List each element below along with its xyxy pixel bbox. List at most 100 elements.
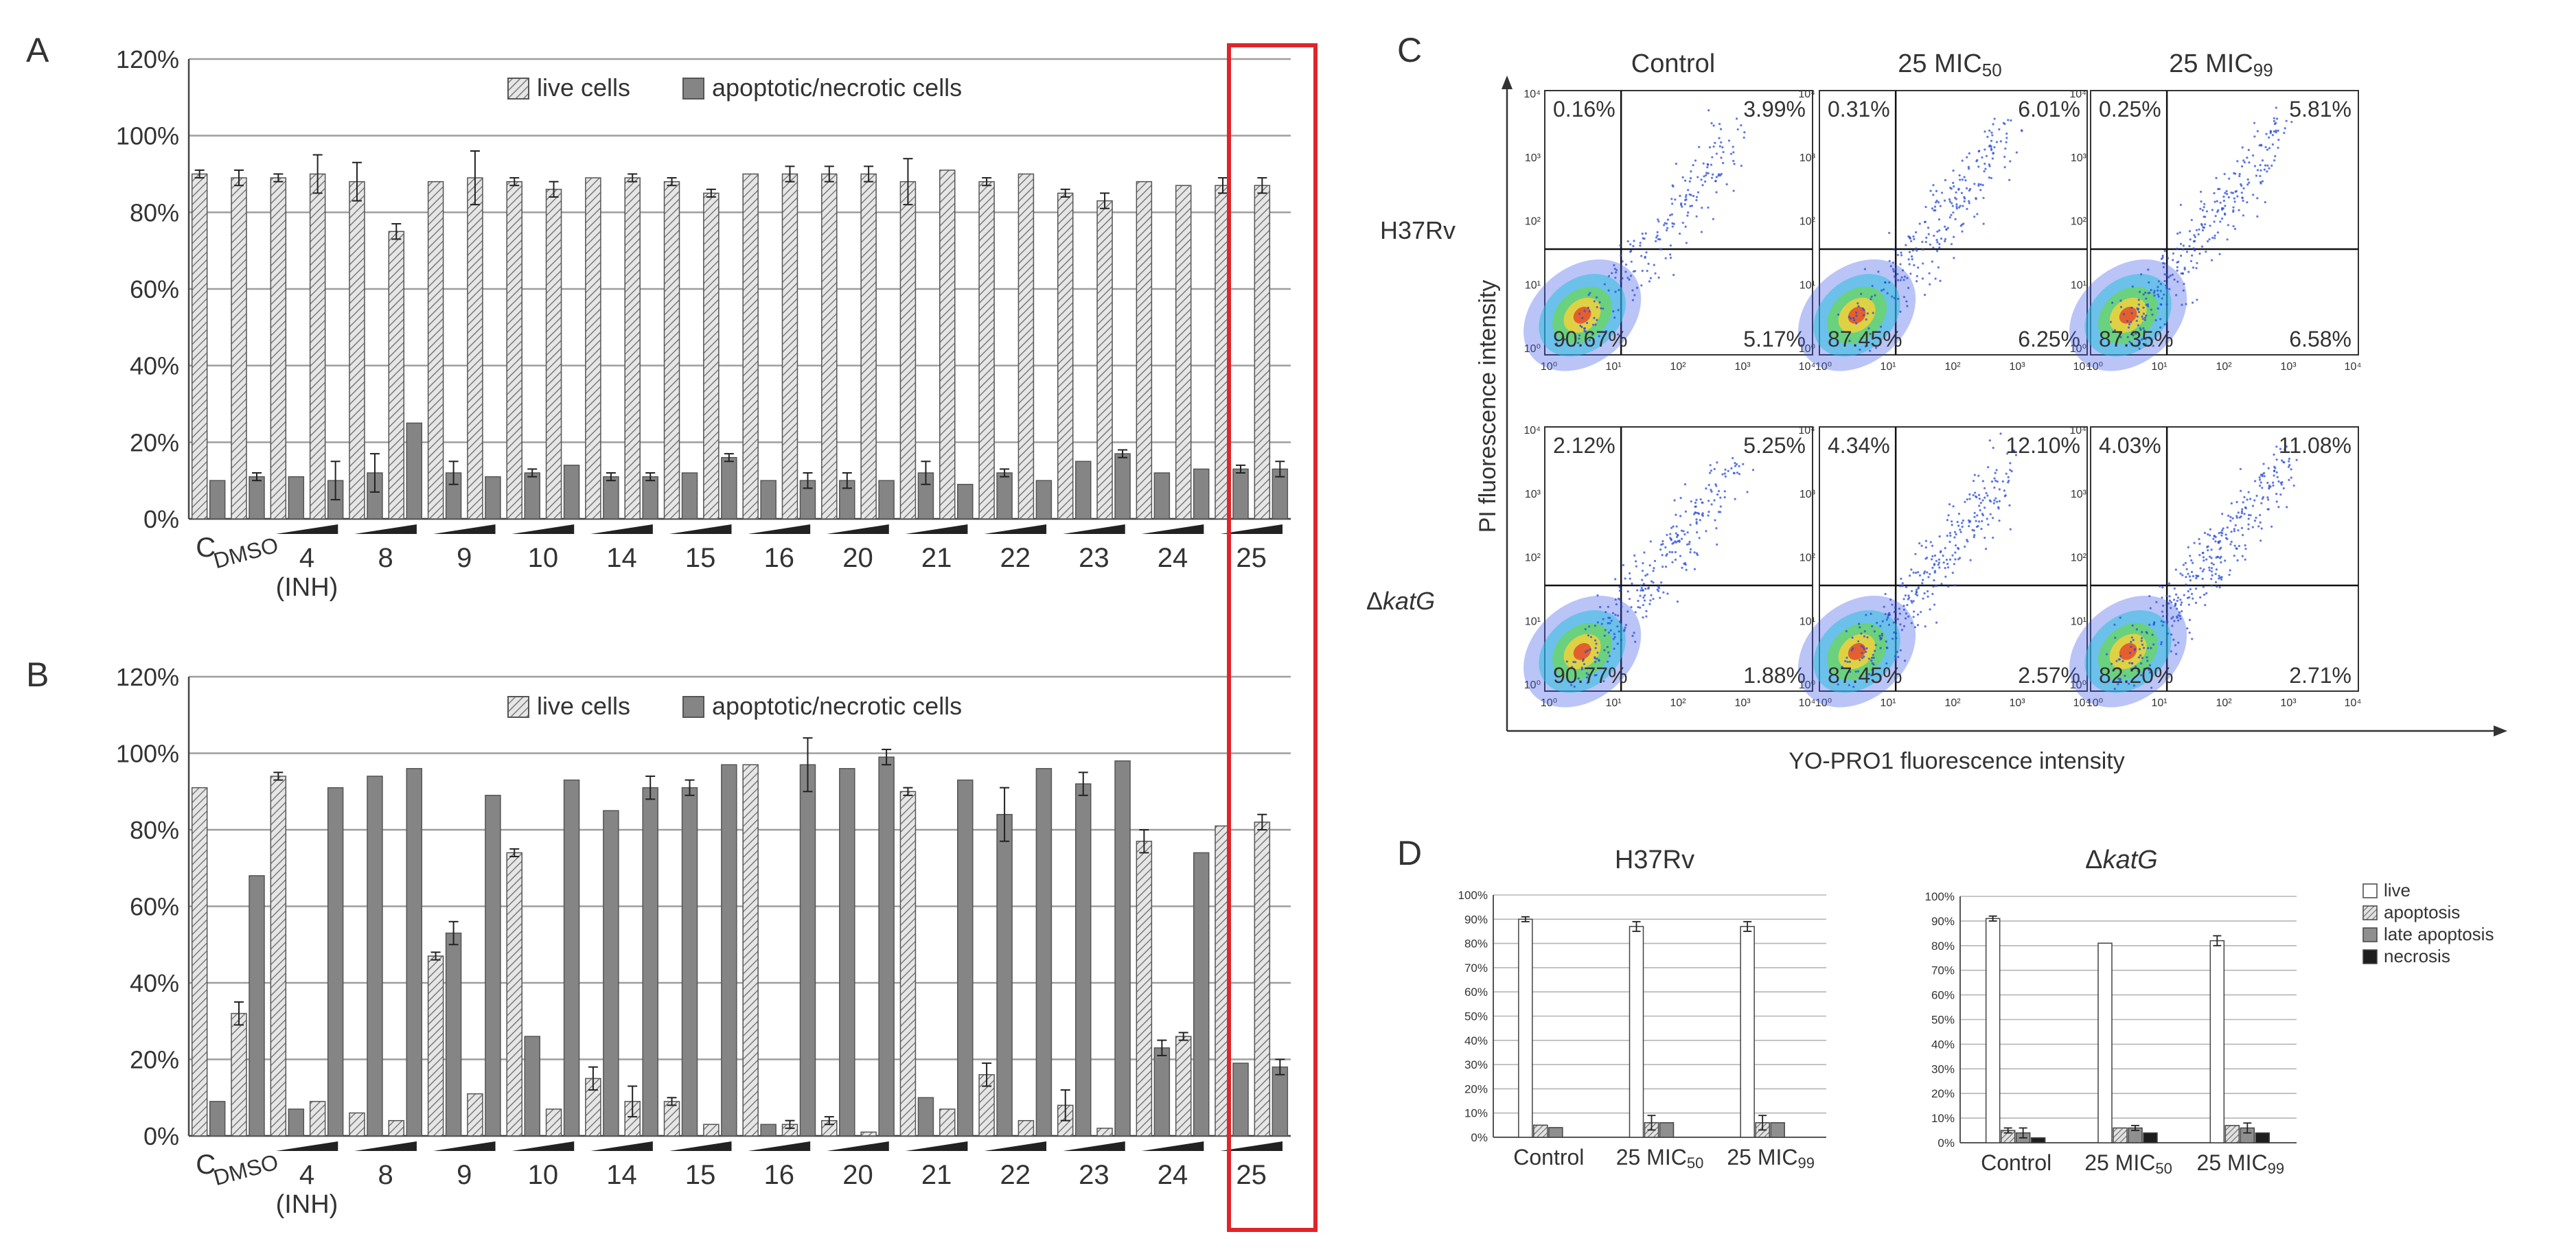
flow-dot xyxy=(1736,472,1739,474)
y-tick-label: 60% xyxy=(130,893,179,921)
flow-dot xyxy=(1891,268,1895,270)
flow-dot xyxy=(2137,324,2139,327)
flow-dot xyxy=(1665,222,1668,225)
flow-dot xyxy=(1979,189,1982,191)
flow-dot xyxy=(2247,528,2250,531)
flow-dot xyxy=(1855,311,1858,314)
flow-dot xyxy=(1614,277,1617,279)
bar-live xyxy=(270,177,287,520)
flow-dot xyxy=(1693,551,1696,554)
flow-dot xyxy=(2221,207,2224,210)
flow-dot xyxy=(2137,311,2141,314)
c-row-label-katg-gene: katG xyxy=(1383,587,1435,615)
flow-dot xyxy=(1999,432,2002,435)
flow-dot xyxy=(2203,559,2205,562)
flow-x-tick: 10⁴ xyxy=(2345,361,2362,373)
flow-dot xyxy=(1612,310,1615,313)
flow-dot xyxy=(1914,553,1917,555)
flow-dot xyxy=(2179,617,2182,620)
flow-dot xyxy=(1586,649,1589,652)
flow-dot xyxy=(1948,216,1951,219)
flow-dot xyxy=(1644,232,1647,235)
flow-dot xyxy=(1967,165,1970,168)
flow-dot xyxy=(2168,288,2171,290)
flow-dot xyxy=(1870,674,1873,677)
flow-dot xyxy=(2176,607,2178,610)
flow-dot xyxy=(2228,573,2231,577)
x-group-label: 14 xyxy=(606,543,637,573)
flow-dot xyxy=(2241,165,2244,168)
flow-dot xyxy=(2152,643,2155,646)
flow-dot xyxy=(2242,501,2244,504)
flow-dot xyxy=(1677,533,1679,537)
flow-dot xyxy=(1929,189,1932,192)
flow-dot xyxy=(1687,211,1690,214)
flow-dot xyxy=(1589,636,1593,638)
flow-dot xyxy=(2130,306,2133,310)
flow-dot xyxy=(1911,601,1913,604)
flow-dot xyxy=(1909,237,1911,240)
flow-dot xyxy=(2128,323,2131,326)
flow-dot xyxy=(2117,677,2120,680)
flow-dot xyxy=(1639,242,1642,244)
flow-dot xyxy=(2231,191,2234,194)
flow-dot xyxy=(1910,599,1913,603)
flow-dot xyxy=(2008,178,2011,181)
flow-dot xyxy=(1993,477,1996,480)
flow-dot xyxy=(1906,305,1909,307)
flow-dot xyxy=(1951,205,1954,207)
flow-dot xyxy=(2237,529,2240,532)
flow-dot xyxy=(2242,214,2244,217)
flow-dot xyxy=(1724,468,1727,471)
bar-apoptotic xyxy=(917,1097,934,1137)
flow-dot xyxy=(1994,479,1997,482)
flow-dot xyxy=(2021,130,2023,132)
flow-dot xyxy=(1937,561,1940,564)
dose-ramp xyxy=(827,524,889,534)
flow-dot xyxy=(1740,124,1743,127)
flow-dot xyxy=(2008,479,2010,482)
flow-dot xyxy=(2253,121,2256,124)
flow-dot xyxy=(1608,655,1611,658)
flow-dot xyxy=(1912,600,1915,603)
d-x-label-sub: 99 xyxy=(1797,1154,1814,1172)
flow-y-tick: 10² xyxy=(2071,216,2087,228)
flow-y-tick: 10⁰ xyxy=(1799,679,1815,691)
flow-dot xyxy=(1973,529,1975,532)
bar-apoptotic xyxy=(839,768,855,1137)
panel-c: C Control 25 MIC50 25 MIC99 H37Rv ΔkatG … xyxy=(1366,31,2507,774)
flow-dot xyxy=(1654,272,1657,275)
flow-dot xyxy=(1574,676,1577,679)
flow-dot xyxy=(2141,637,2143,640)
d-bar-live xyxy=(1518,918,1533,1138)
flow-dot xyxy=(2240,489,2242,492)
flow-dot xyxy=(1957,513,1960,515)
c-row-label-katg: ΔkatG xyxy=(1366,587,1435,615)
y-tick-label: 20% xyxy=(130,1046,179,1074)
bar-apoptotic xyxy=(445,932,462,1137)
flow-dot xyxy=(1968,202,1970,205)
bar-live xyxy=(1175,1036,1192,1137)
flow-dot xyxy=(2275,131,2277,134)
flow-dot xyxy=(1856,302,1859,305)
flow-x-tick: 10³ xyxy=(2280,361,2297,373)
flow-dot xyxy=(2243,513,2246,515)
flow-dot xyxy=(1923,592,1926,595)
flow-dot xyxy=(2119,336,2122,338)
d-bar-late-apoptosis xyxy=(1548,1127,1563,1138)
flow-dot xyxy=(1637,599,1640,603)
flow-dot xyxy=(1674,198,1677,201)
flow-dot xyxy=(1948,200,1951,203)
flow-dot xyxy=(1910,255,1913,258)
flow-dot xyxy=(2152,345,2154,347)
flow-dot xyxy=(1856,670,1860,673)
flow-dot xyxy=(1962,205,1964,207)
flow-dot xyxy=(1596,305,1598,309)
flow-dot xyxy=(1944,547,1946,550)
bar-live xyxy=(231,177,247,520)
flow-dot xyxy=(2232,225,2235,228)
flow-dot xyxy=(1718,511,1722,513)
flow-dot xyxy=(1891,295,1894,298)
flow-dot xyxy=(2208,238,2211,241)
